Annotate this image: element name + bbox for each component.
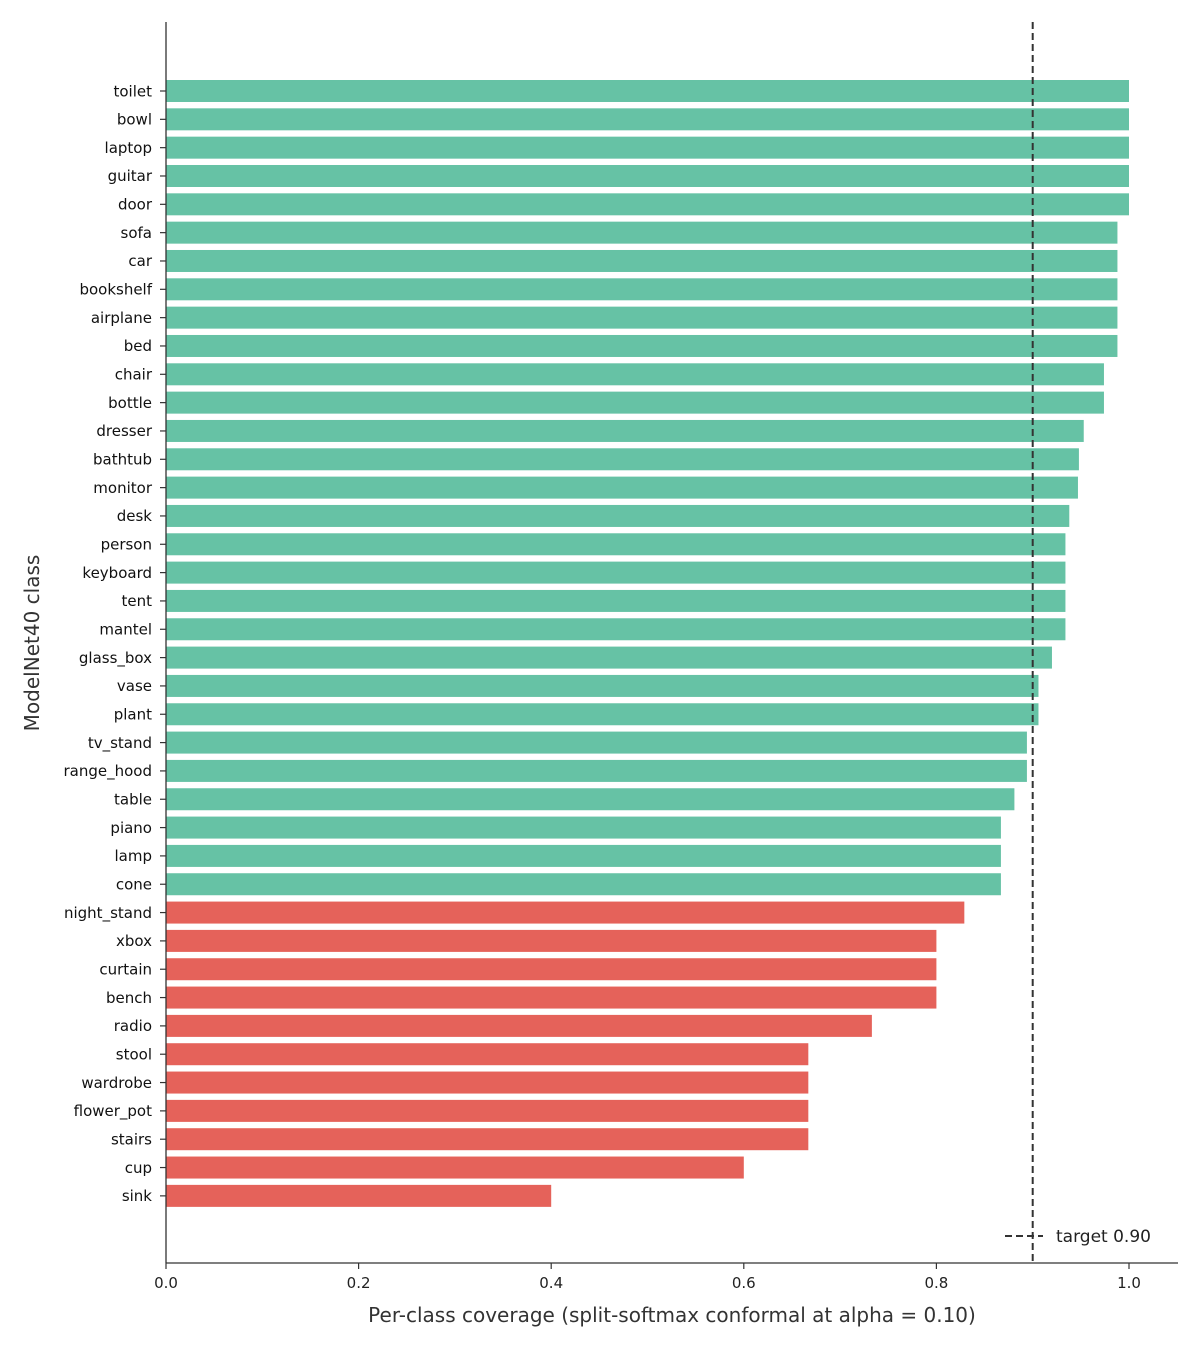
category-labels: toilet bowl laptop guitar door sofa car bookshe… [64,82,166,1205]
bar-keyboard [166,561,1066,584]
category-label-curtain: curtain [99,960,152,978]
category-label-glass_box: glass_box [79,649,152,668]
category-label-guitar: guitar [108,167,153,185]
category-label-bench: bench [106,989,152,1007]
category-label-tent: tent [122,592,153,610]
category-label-person: person [101,536,152,554]
bar-wardrobe [166,1071,809,1094]
x-tick-label-0.0: 0.0 [154,1274,178,1292]
x-tick-label-0.8: 0.8 [924,1274,948,1292]
bar-lamp [166,844,1001,867]
bar-bathtub [166,448,1079,471]
bar-door [166,193,1129,216]
bar-table [166,788,1015,811]
category-label-bookshelf: bookshelf [79,281,152,299]
bar-chair [166,363,1104,386]
category-label-stool: stool [116,1045,152,1063]
category-label-dresser: dresser [96,422,152,440]
bar-cup [166,1156,744,1179]
category-label-night_stand: night_stand [64,904,152,923]
bar-radio [166,1014,872,1037]
bar-bowl [166,108,1129,131]
category-label-piano: piano [110,819,152,837]
category-label-airplane: airplane [91,309,152,327]
x-tick-label-1.0: 1.0 [1117,1274,1141,1292]
bar-dresser [166,419,1084,442]
legend-target-label: target 0.90 [1056,1227,1151,1247]
category-label-sink: sink [122,1187,152,1205]
category-label-sofa: sofa [121,224,152,242]
bar-laptop [166,136,1129,159]
bar-xbox [166,929,937,952]
x-tick-label-0.4: 0.4 [539,1274,563,1292]
category-label-car: car [128,252,152,270]
bar-tv_stand [166,731,1027,754]
category-label-flower_pot: flower_pot [74,1102,152,1121]
bar-range_hood [166,759,1027,782]
x-axis-label: Per-class coverage (split-softmax confor… [368,1303,976,1327]
bars-group [166,80,1129,1207]
bar-sink [166,1184,552,1207]
bar-guitar [166,164,1129,187]
bar-monitor [166,476,1078,499]
legend: target 0.90 [1005,1227,1151,1247]
x-tick-label-0.2: 0.2 [347,1274,371,1292]
x-axis-ticks: 0.0 0.2 0.4 0.6 0.8 1.0 [154,1263,1141,1292]
category-label-keyboard: keyboard [82,564,152,582]
y-axis-label: ModelNet40 class [20,555,44,732]
bar-tent [166,589,1066,612]
bar-car [166,249,1118,272]
category-label-plant: plant [114,706,152,724]
bar-toilet [166,80,1129,102]
category-label-radio: radio [114,1017,152,1035]
category-label-lamp: lamp [115,847,153,865]
category-label-chair: chair [115,366,153,384]
bar-stairs [166,1128,809,1151]
bar-bookshelf [166,278,1118,301]
bar-person [166,533,1066,556]
category-label-xbox: xbox [116,932,152,950]
category-label-bathtub: bathtub [93,451,152,469]
bar-bench [166,986,937,1009]
bar-cone [166,873,1001,896]
bar-desk [166,504,1070,527]
bar-bed [166,334,1118,357]
category-label-wardrobe: wardrobe [81,1074,152,1092]
category-label-range_hood: range_hood [64,762,153,781]
bar-flower_pot [166,1099,809,1122]
bar-piano [166,816,1001,839]
category-label-bowl: bowl [117,111,152,129]
category-label-cup: cup [125,1159,152,1177]
bar-airplane [166,306,1118,329]
category-label-bed: bed [124,337,152,355]
category-label-vase: vase [117,677,152,695]
category-label-toilet: toilet [113,82,152,100]
bar-bottle [166,391,1104,414]
category-label-mantel: mantel [99,621,152,639]
x-tick-label-0.6: 0.6 [732,1274,756,1292]
category-label-monitor: monitor [93,479,153,497]
category-label-table: table [114,791,152,809]
bar-curtain [166,958,937,981]
bar-night_stand [166,901,965,924]
category-label-tv_stand: tv_stand [88,734,152,753]
category-label-door: door [118,196,153,214]
bar-glass_box [166,646,1052,669]
bar-stool [166,1043,809,1066]
bar-sofa [166,221,1118,244]
category-label-desk: desk [117,507,153,525]
category-label-bottle: bottle [108,394,152,412]
category-label-laptop: laptop [105,139,152,157]
category-label-cone: cone [116,875,152,893]
bar-vase [166,674,1039,697]
category-label-stairs: stairs [111,1130,152,1148]
bar-plant [166,703,1039,726]
bar-mantel [166,618,1066,641]
